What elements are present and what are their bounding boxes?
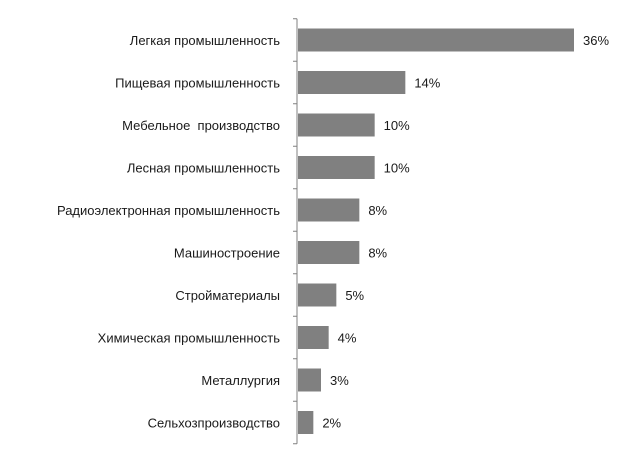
bar xyxy=(298,283,337,307)
category-label: Радиоэлектронная промышленность xyxy=(57,203,280,218)
bar xyxy=(298,28,574,52)
data-label: 8% xyxy=(368,246,387,261)
category-label: Машиностроение xyxy=(174,246,280,261)
data-label: 14% xyxy=(414,76,440,91)
bar xyxy=(298,71,406,94)
data-label: 4% xyxy=(338,331,357,346)
bar xyxy=(298,198,360,222)
data-label: 8% xyxy=(368,203,387,218)
category-label: Лесная промышленность xyxy=(127,161,280,176)
data-label: 10% xyxy=(384,161,410,176)
data-label: 10% xyxy=(384,118,410,133)
category-label: Стройматериалы xyxy=(175,288,280,303)
category-label: Металлургия xyxy=(201,373,280,388)
category-label: Сельхозпроизводство xyxy=(148,416,280,431)
data-label: 36% xyxy=(583,33,609,48)
category-label: Химическая промышленность xyxy=(98,331,281,346)
data-label: 3% xyxy=(330,373,349,388)
bar xyxy=(298,113,375,137)
bar xyxy=(298,368,321,392)
category-label: Пищевая промышленность xyxy=(115,76,280,91)
category-label: Мебельное производство xyxy=(122,118,280,133)
bar xyxy=(298,156,375,179)
category-label: Легкая промышленность xyxy=(130,33,280,48)
bar xyxy=(298,326,329,349)
bar xyxy=(298,411,314,434)
bar xyxy=(298,241,360,264)
chart-marks: Легкая промышленность 36% Пищевая промышле… xyxy=(57,18,609,445)
data-label: 2% xyxy=(322,416,341,431)
data-label: 5% xyxy=(345,288,364,303)
